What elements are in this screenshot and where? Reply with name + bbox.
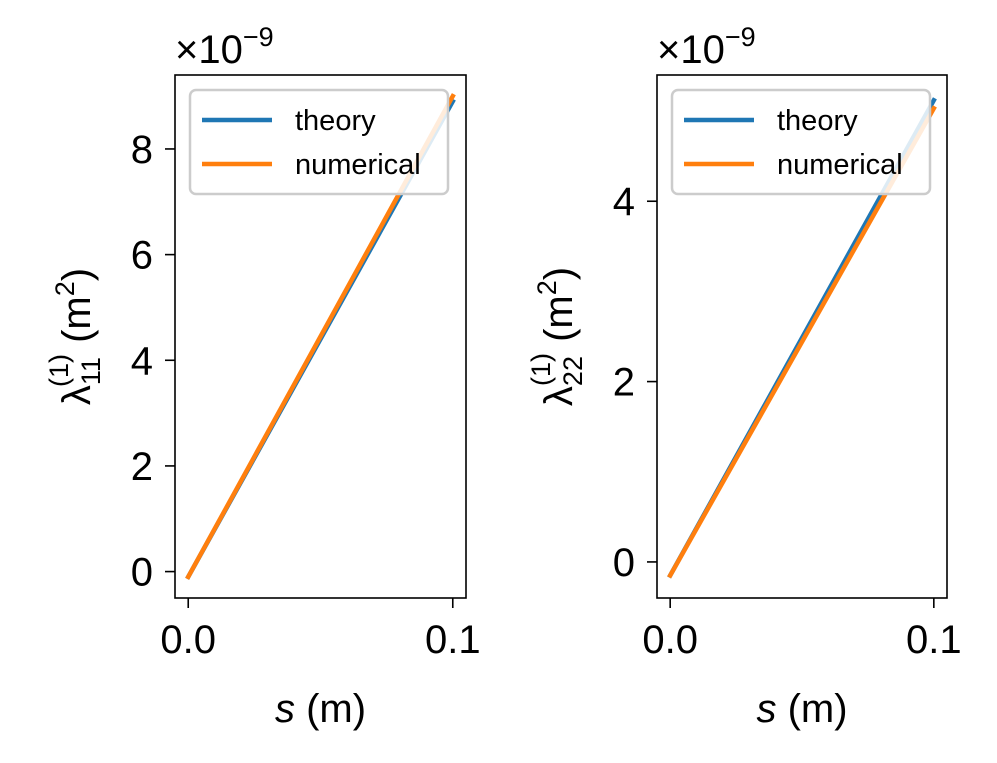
x-axis-label-unit: (m) [295,687,366,731]
y-axis-label-subscript: 22 [558,356,588,386]
y-axis-label-unit-exp: 2 [50,281,80,296]
y-axis-label-symbol: λ [537,386,581,406]
y-axis-label-superscript: (1) [44,354,74,387]
legend-box [670,88,932,196]
x-tick-label: 0.0 [160,618,216,662]
offset-text: ×10−9 [657,22,756,72]
y-tick-label: 2 [131,445,153,489]
offset-base: ×10 [657,28,725,72]
y-axis-label: λ11(1) (m2) [44,268,106,405]
legend-label-theory: theory [777,105,858,137]
y-axis-label: λ22(1) (m2) [526,267,588,406]
offset-base: ×10 [175,28,243,72]
y-axis-label-unit-close: ) [55,268,99,281]
x-axis-label-unit: (m) [776,687,847,731]
y-axis-label-symbol: λ [55,385,99,405]
x-axis-label: s (m) [275,687,366,731]
legend-label-numerical: numerical [777,149,903,181]
y-tick-label: 6 [131,234,153,278]
y-tick-label: 8 [131,128,153,172]
y-axis-label-unit: (m [55,296,99,354]
offset-exponent: −9 [725,22,756,52]
x-axis-label-var: s [756,687,776,731]
offset-exponent: −9 [243,22,274,52]
x-tick-label: 0.0 [642,618,698,662]
legend-label-numerical: numerical [295,149,421,181]
legend-box [188,88,450,196]
axes-frame [656,74,948,599]
y-axis-label-unit: (m [537,295,581,353]
x-axis-label-var: s [275,687,295,731]
y-tick-label: 0 [613,541,635,585]
y-tick-label: 4 [613,180,635,224]
offset-text: ×10−9 [175,22,274,72]
y-tick-label: 2 [613,361,635,405]
y-axis-label-subscript: 11 [76,357,106,385]
y-tick-label: 0 [131,551,153,595]
x-tick-label: 0.1 [425,618,481,662]
y-tick-label: 4 [131,339,153,383]
y-axis-label-unit-exp: 2 [532,280,562,295]
axes-frame [174,74,467,599]
y-axis-label-unit-close: ) [537,267,581,280]
legend-label-theory: theory [295,105,376,137]
x-axis-label: s (m) [756,687,847,731]
y-axis-label-superscript: (1) [526,353,556,386]
x-tick-label: 0.1 [906,618,962,662]
